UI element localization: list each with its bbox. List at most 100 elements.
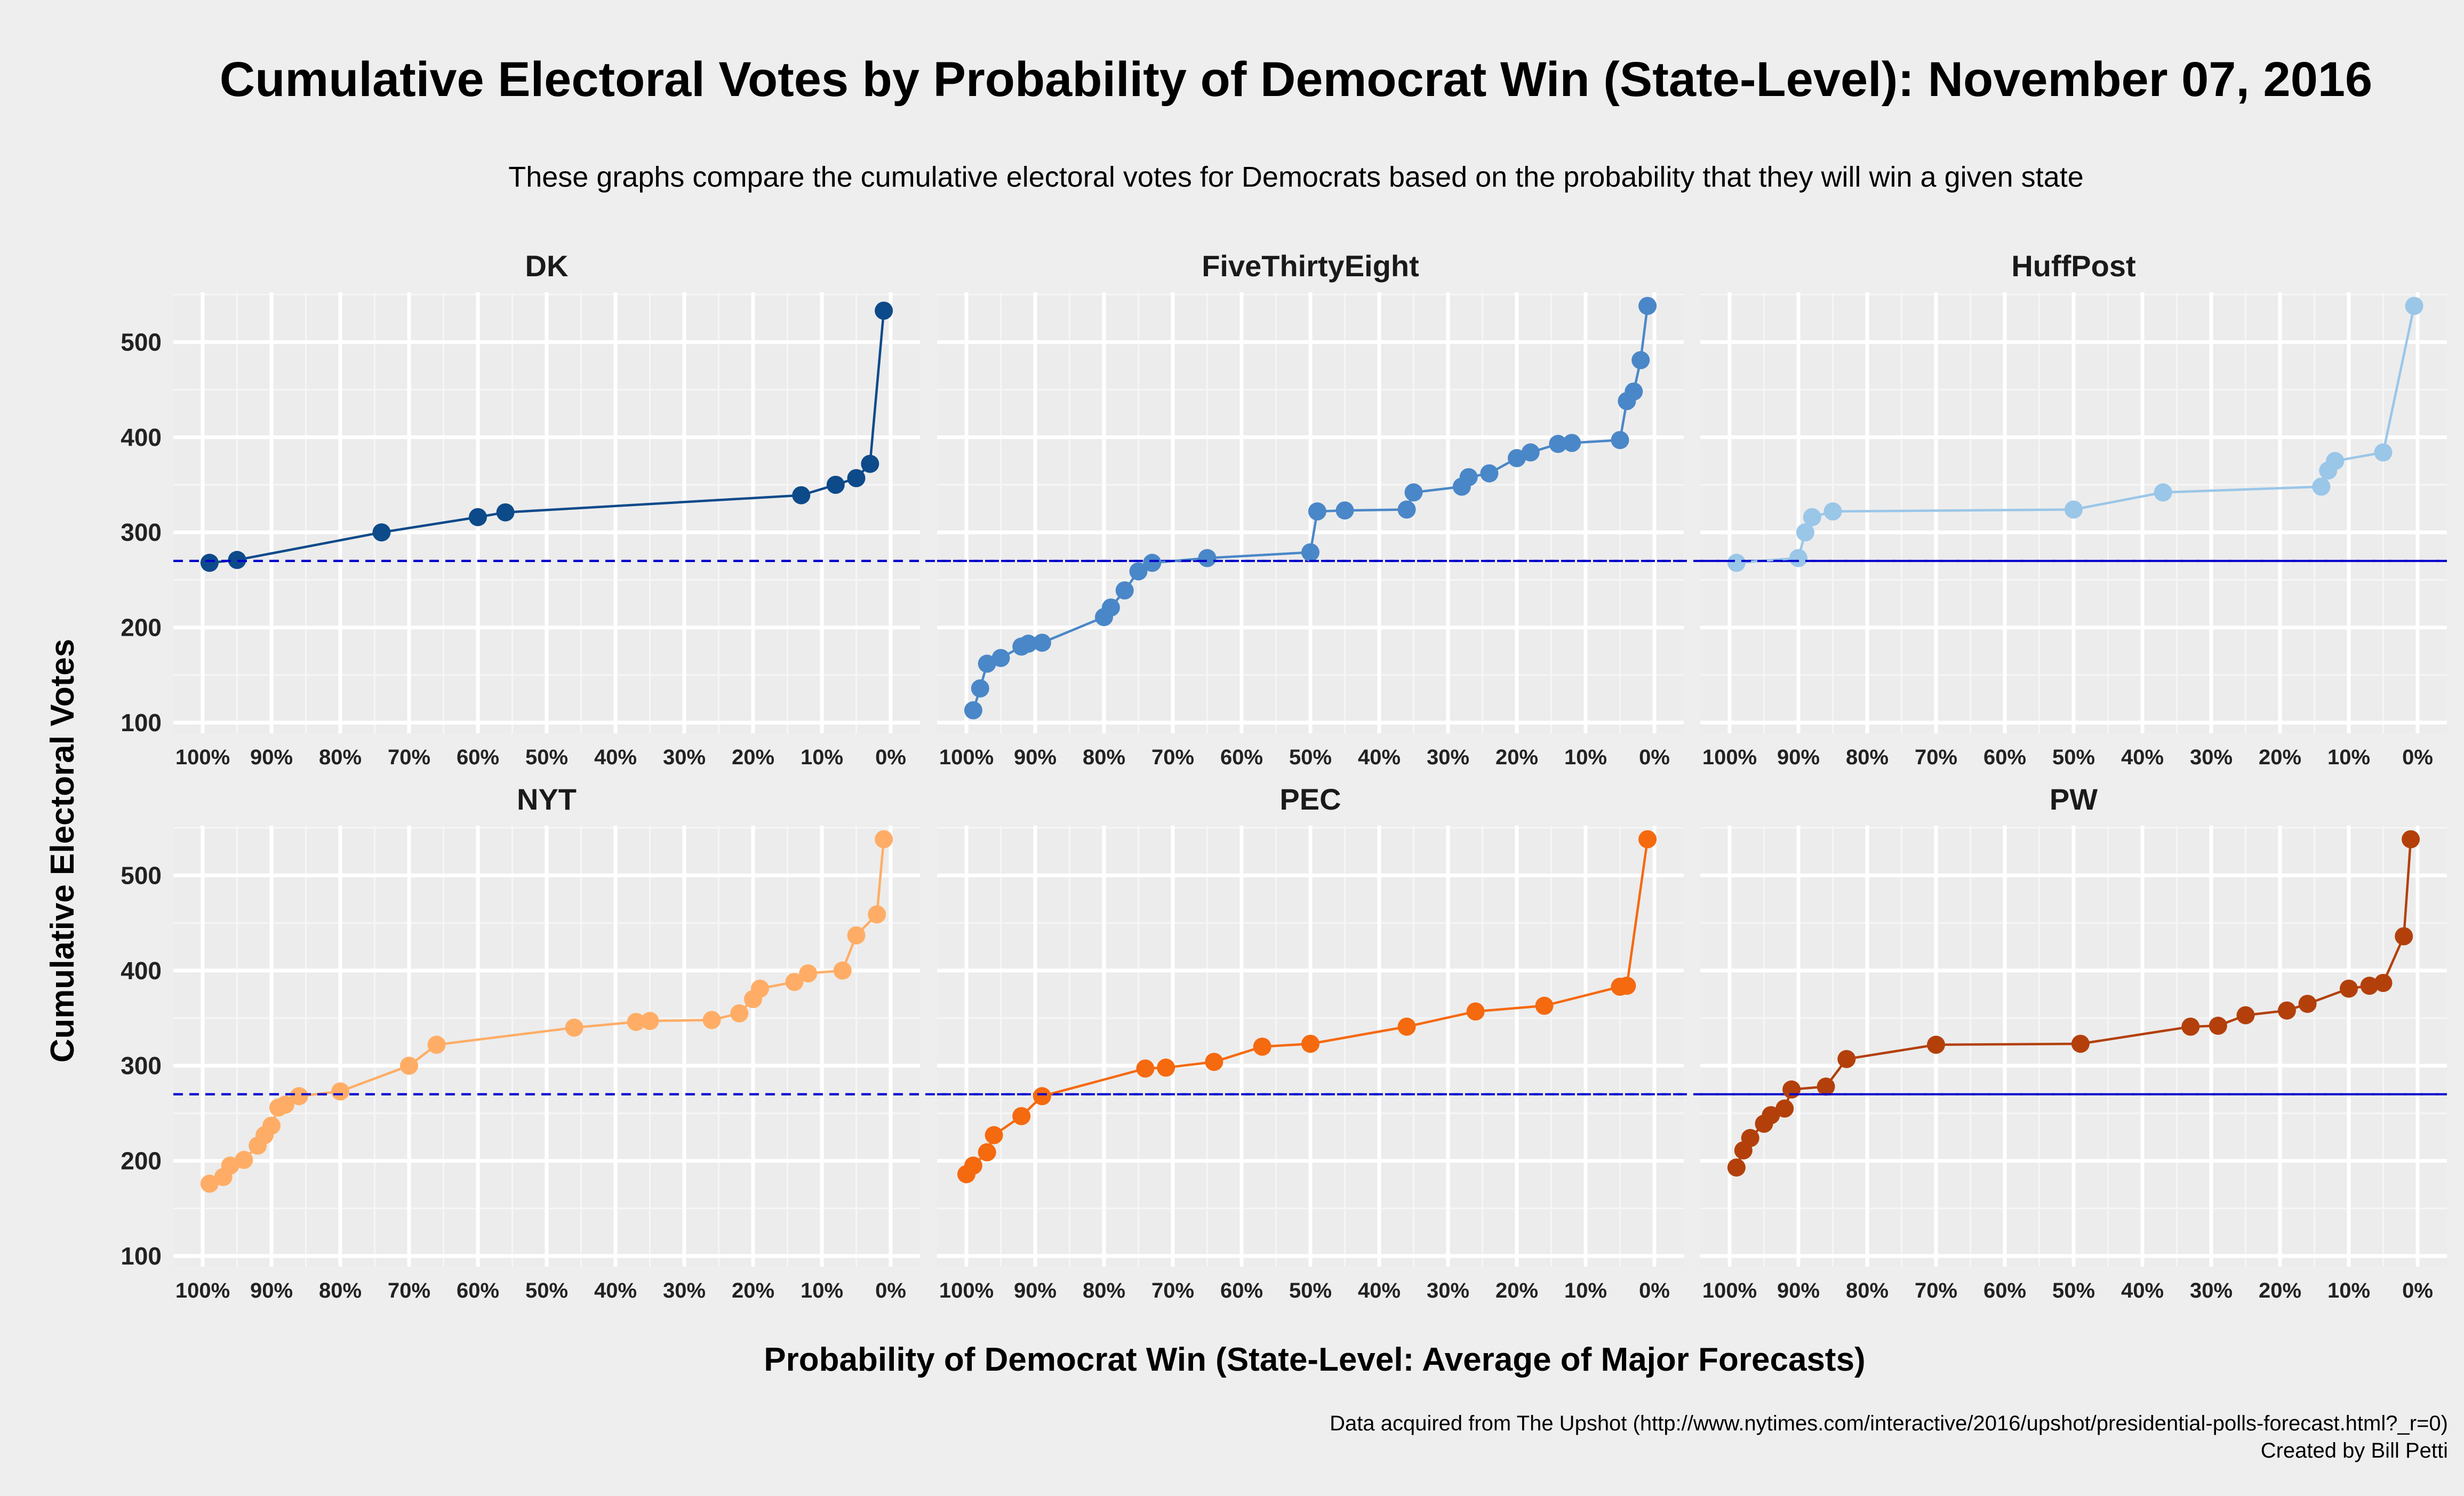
- y-tick-label: 200: [121, 614, 162, 642]
- x-tick-label: 0%: [875, 1279, 906, 1302]
- panel-nyt: NYT 100% 90% 80% 70% 60% 50% 40% 30% 20% 10% 0% 100 2…: [121, 782, 920, 1302]
- major-gridlines: [1700, 826, 2447, 1267]
- data-point: [1549, 435, 1567, 453]
- series-points-huffpost: [1727, 297, 2423, 572]
- data-point: [2402, 830, 2420, 849]
- data-point: [1404, 483, 1423, 502]
- data-point: [2277, 1001, 2296, 1020]
- data-point: [1397, 1018, 1416, 1036]
- data-point: [978, 1143, 996, 1162]
- major-gridlines: [937, 826, 1684, 1267]
- y-tick-label: 100: [121, 709, 162, 737]
- x-tick-label: 100%: [1702, 746, 1757, 769]
- x-tick-label: 40%: [594, 1279, 637, 1302]
- data-point: [200, 1174, 219, 1193]
- x-tick-label: 20%: [1495, 746, 1538, 769]
- x-tick-label: 30%: [1427, 1279, 1469, 1302]
- x-tick-label: 40%: [594, 746, 637, 769]
- x-tick-label: 0%: [2402, 746, 2433, 769]
- x-tick-label: 80%: [1846, 1279, 1889, 1302]
- panel-pw: PW 100% 90% 80% 70% 60% 50% 40% 30% 20% 10% 0%: [1700, 782, 2447, 1302]
- x-tick-label: 10%: [801, 746, 843, 769]
- major-gridlines: [173, 826, 920, 1267]
- data-point: [1927, 1035, 1945, 1054]
- x-tick-label: 30%: [1427, 746, 1469, 769]
- x-tick-label: 20%: [1495, 1279, 1538, 1302]
- y-tick-label: 100: [121, 1242, 162, 1270]
- data-point: [427, 1035, 446, 1054]
- x-tick-label: 50%: [1289, 746, 1332, 769]
- x-tick-label: 10%: [801, 1279, 843, 1302]
- data-point: [469, 508, 487, 526]
- facet-label-pec: PEC: [1279, 782, 1341, 816]
- data-point: [1301, 1035, 1319, 1053]
- data-point: [2395, 927, 2413, 946]
- data-point: [2071, 1035, 2090, 1053]
- data-point: [1508, 449, 1526, 467]
- data-point: [1789, 549, 1807, 567]
- x-tick-label: 90%: [250, 746, 293, 769]
- data-point: [1459, 468, 1478, 486]
- x-tick-label: 100%: [1702, 1279, 1757, 1302]
- panel-pec: PEC 100% 90% 80% 70% 60% 50% 40% 30% 20% 10% 0%: [937, 782, 1684, 1302]
- data-point: [1741, 1129, 1759, 1147]
- x-tick-label: 40%: [2121, 1279, 2164, 1302]
- x-tick-label: 90%: [1014, 746, 1057, 769]
- data-point: [861, 454, 879, 473]
- series-points-pw: [1727, 830, 2420, 1177]
- data-point: [2374, 443, 2393, 462]
- x-tick-label: 0%: [2402, 1279, 2433, 1302]
- data-point: [1535, 996, 1554, 1015]
- x-tick-label: 70%: [388, 746, 430, 769]
- series-points-pec: [957, 830, 1657, 1183]
- major-gridlines: [1700, 292, 2447, 733]
- x-tick-label: 60%: [457, 746, 499, 769]
- data-point: [875, 301, 893, 320]
- data-point: [1466, 1002, 1485, 1021]
- data-point: [1775, 1099, 1794, 1118]
- data-point: [235, 1150, 253, 1169]
- data-point: [1625, 382, 1643, 401]
- x-tick-label: 50%: [525, 1279, 568, 1302]
- x-tick-label: 100%: [175, 1279, 230, 1302]
- data-point: [221, 1156, 239, 1175]
- data-point: [290, 1087, 308, 1106]
- y-tick-label: 400: [121, 957, 162, 985]
- data-point: [228, 550, 246, 569]
- x-tick-label: 70%: [1151, 1279, 1194, 1302]
- x-tick-label: 50%: [2052, 746, 2095, 769]
- data-point: [1198, 549, 1217, 567]
- data-point: [1631, 351, 1650, 370]
- data-point: [847, 926, 866, 945]
- data-point: [1019, 634, 1038, 653]
- data-point: [627, 1013, 645, 1031]
- data-point: [1521, 443, 1540, 462]
- x-tick-label: 70%: [1915, 746, 1957, 769]
- data-point: [1253, 1037, 1271, 1056]
- data-point: [826, 476, 845, 494]
- data-point: [1033, 1087, 1051, 1106]
- x-tick-label: 70%: [388, 1279, 430, 1302]
- data-point: [331, 1082, 349, 1101]
- data-point: [200, 554, 219, 572]
- x-tick-label: 90%: [250, 1279, 293, 1302]
- x-tick-label: 20%: [732, 746, 774, 769]
- panel-fivethirtyeight: FiveThirtyEight 100% 90% 80% 70% 60% 50% 40% 30%…: [937, 249, 1684, 769]
- data-point: [847, 469, 866, 487]
- x-axis-title: Probability of Democrat Win (State-Level…: [764, 1341, 1865, 1378]
- data-point: [1033, 634, 1051, 652]
- data-point: [2360, 977, 2379, 995]
- major-gridlines: [173, 292, 920, 733]
- data-point: [785, 973, 804, 991]
- data-point: [1397, 500, 1416, 519]
- y-tick-label: 300: [121, 518, 162, 546]
- data-point: [1782, 1080, 1801, 1099]
- data-point: [875, 830, 893, 849]
- x-tick-label: 20%: [732, 1279, 774, 1302]
- data-point: [978, 654, 996, 673]
- x-tick-label: 90%: [1777, 746, 1820, 769]
- x-tick-label: 10%: [2327, 746, 2370, 769]
- data-point: [2340, 979, 2358, 998]
- series-points-dk: [200, 301, 893, 572]
